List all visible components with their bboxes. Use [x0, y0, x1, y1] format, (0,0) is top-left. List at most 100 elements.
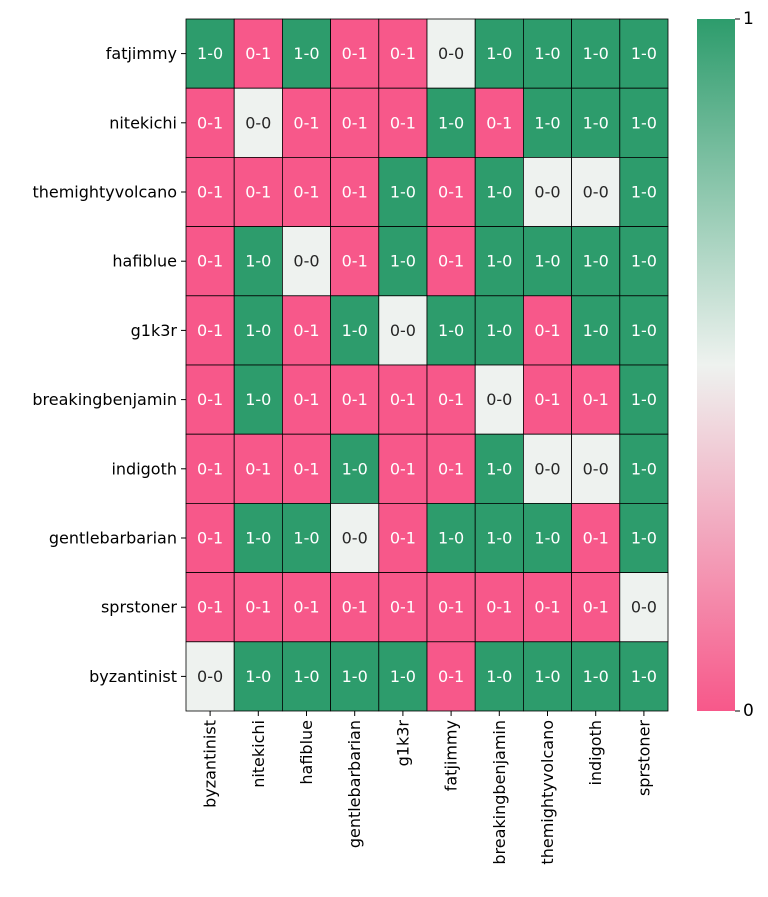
cell-annotation: 0-1: [534, 390, 560, 409]
cell-annotation: 1-0: [486, 529, 512, 548]
cell-annotation: 1-0: [631, 252, 657, 271]
heatmap-cell: [185, 18, 235, 89]
cell-annotation: 1-0: [245, 321, 271, 340]
cell-annotation: 1-0: [438, 113, 464, 132]
colorbar: 01: [697, 9, 754, 721]
heatmap-cell: [233, 87, 283, 158]
cell-annotation: 1-0: [390, 252, 416, 271]
y-tick-label: breakingbenjamin: [32, 390, 177, 409]
cell-annotation: 0-0: [583, 183, 609, 202]
cell-annotation: 0-1: [197, 529, 223, 548]
cell-annotation: 1-0: [438, 321, 464, 340]
heatmap-cell: [281, 156, 331, 227]
cell-annotations: 1-0 0-1 1-0 0-1 0-1 0-0 1-0 1-0 1-0 1-0 0-1 0-0 0-1 0…: [197, 44, 657, 686]
heatmap-cell: [619, 295, 669, 366]
cell-annotation: 0-1: [245, 598, 271, 617]
y-axis-tick-labels: fatjimmy nitekichi themightyvolcano hafiblu…: [31, 43, 186, 687]
cell-annotation: 1-0: [486, 44, 512, 63]
cell-annotation: 1-0: [631, 113, 657, 132]
x-tick-label: fatjimmy: [442, 720, 461, 791]
heatmap-cell: [185, 226, 235, 297]
heatmap-cell: [378, 295, 428, 366]
cell-annotation: 0-1: [293, 321, 319, 340]
cell-annotation: 1-0: [342, 321, 368, 340]
cell-annotation: 0-1: [390, 44, 416, 63]
heatmap-cell: [523, 18, 573, 89]
heatmap-cell: [523, 87, 573, 158]
cell-annotation: 0-1: [486, 113, 512, 132]
cell-annotation: 1-0: [583, 44, 609, 63]
x-tick-label: g1k3r: [393, 720, 412, 767]
cell-annotation: 1-0: [631, 44, 657, 63]
cell-annotation: 1-0: [438, 529, 464, 548]
heatmap-cell: [571, 433, 621, 504]
cell-annotation: 0-1: [293, 459, 319, 478]
heatmap-cell: [619, 502, 669, 573]
heatmap-cell: [523, 502, 573, 573]
cell-annotation: 0-1: [438, 390, 464, 409]
cell-annotation: 1-0: [293, 529, 319, 548]
cell-annotation: 0-1: [197, 459, 223, 478]
cell-annotation: 0-1: [390, 390, 416, 409]
heatmap-cell: [571, 502, 621, 573]
heatmap-cell: [523, 226, 573, 297]
cell-annotation: 0-1: [438, 667, 464, 686]
cell-annotation: 0-1: [342, 252, 368, 271]
heatmap-cell: [281, 295, 331, 366]
colorbar-gradient: [697, 19, 735, 711]
cell-annotation: 0-1: [197, 598, 223, 617]
cell-annotation: 0-1: [197, 252, 223, 271]
cell-annotation: 0-1: [486, 598, 512, 617]
heatmap-cell: [426, 295, 476, 366]
x-tick-label: hafiblue: [297, 720, 316, 785]
heatmap-cell: [426, 18, 476, 89]
heatmap-cell: [474, 156, 524, 227]
cell-annotation: 1-0: [631, 667, 657, 686]
cell-annotation: 1-0: [534, 44, 560, 63]
cell-annotation: 1-0: [534, 529, 560, 548]
x-tick-label: indigoth: [586, 720, 605, 786]
heatmap-cell: [619, 87, 669, 158]
heatmap-cell: [233, 18, 283, 89]
heatmap-cell: [571, 364, 621, 435]
heatmap-cell: [185, 433, 235, 504]
heatmap-cell: [619, 572, 669, 643]
cell-annotation: 0-1: [293, 598, 319, 617]
heatmap-cell: [330, 87, 380, 158]
cell-annotation: 0-1: [583, 598, 609, 617]
heatmap-cell: [571, 156, 621, 227]
x-tick-label: sprstoner: [634, 720, 653, 796]
cell-annotation: 0-1: [534, 598, 560, 617]
heatmap-cell: [330, 433, 380, 504]
cell-annotation: 1-0: [245, 529, 271, 548]
heatmap-cell: [474, 226, 524, 297]
heatmap-cell: [523, 156, 573, 227]
cell-annotation: 0-1: [245, 44, 271, 63]
heatmap-cell: [330, 641, 380, 712]
heatmap-cell: [426, 433, 476, 504]
y-tick-label: hafiblue: [112, 252, 177, 271]
heatmap-cell: [378, 226, 428, 297]
cell-annotation: 0-1: [245, 183, 271, 202]
cell-annotation: 0-1: [390, 459, 416, 478]
cell-annotation: 0-1: [390, 598, 416, 617]
heatmap-cell: [523, 572, 573, 643]
heatmap-cell: [571, 572, 621, 643]
heatmap-cell: [378, 156, 428, 227]
cell-annotation: 1-0: [245, 252, 271, 271]
cell-annotation: 1-0: [583, 667, 609, 686]
cell-annotation: 1-0: [631, 459, 657, 478]
cell-annotation: 0-0: [293, 252, 319, 271]
heatmap-cell: [619, 226, 669, 297]
y-tick-label: nitekichi: [109, 113, 177, 132]
cell-annotation: 0-1: [293, 390, 319, 409]
cell-annotation: 0-0: [583, 459, 609, 478]
x-tick-label: breakingbenjamin: [490, 720, 509, 865]
heatmap-cell: [619, 156, 669, 227]
heatmap-cell: [426, 364, 476, 435]
cell-annotation: 0-1: [583, 390, 609, 409]
cell-annotation: 1-0: [583, 113, 609, 132]
heatmap-cell: [185, 364, 235, 435]
heatmap-cell: [474, 433, 524, 504]
